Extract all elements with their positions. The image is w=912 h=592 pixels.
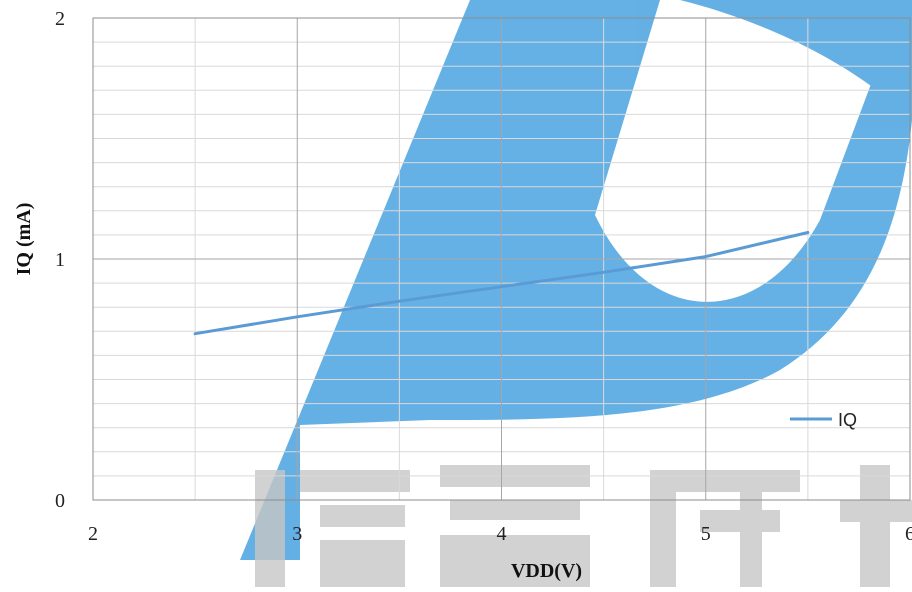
y-tick-label: 0 xyxy=(55,490,65,512)
watermark-shape xyxy=(240,0,912,560)
series-line-iq xyxy=(193,231,810,336)
x-tick-label: 6 xyxy=(905,523,912,545)
x-tick-label: 4 xyxy=(497,523,507,545)
plot-area-border xyxy=(92,17,911,501)
legend-label-iq: IQ xyxy=(838,410,857,430)
x-axis-title: VDD(V) xyxy=(511,560,582,582)
x-tick-label: 5 xyxy=(701,523,711,545)
x-tick-label: 2 xyxy=(88,523,98,545)
y-tick-labels: 0 1 2 xyxy=(55,8,65,512)
legend: IQ xyxy=(790,410,857,430)
series-layer xyxy=(193,231,810,336)
y-tick-label: 2 xyxy=(55,8,65,30)
y-tick-label: 1 xyxy=(55,249,65,271)
y-axis-title: IQ (mA) xyxy=(13,203,35,276)
x-tick-label: 3 xyxy=(292,523,302,545)
watermark-characters xyxy=(255,465,912,587)
x-tick-labels: 2 3 4 5 6 xyxy=(88,523,912,545)
watermark-curve xyxy=(680,0,912,120)
watermark-logo xyxy=(240,0,912,587)
